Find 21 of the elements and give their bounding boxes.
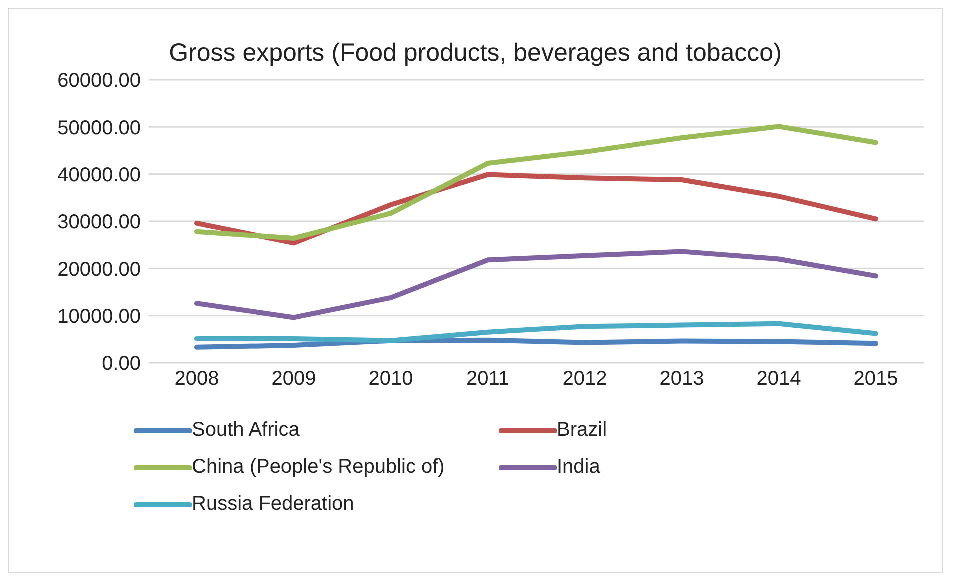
y-tick-label: 0.00: [102, 353, 141, 376]
y-tick-label: 60000.00: [58, 70, 141, 92]
y-tick-label: 10000.00: [58, 306, 141, 328]
y-tick-label: 30000.00: [58, 212, 141, 234]
legend-label: Brazil: [557, 419, 608, 442]
x-tick-label: 2008: [174, 368, 220, 390]
x-tick-label: 2011: [466, 368, 510, 390]
legend-label: Russia Federation: [192, 493, 354, 516]
x-tick-label: 2009: [272, 368, 316, 390]
y-tick-label: 20000.00: [58, 258, 141, 281]
x-tick-label: 2013: [660, 368, 704, 390]
chart-title: Gross exports (Food products, beverages and tobacco): [168, 39, 783, 68]
legend-label: India: [557, 456, 600, 479]
x-tick-label: 2010: [368, 368, 414, 390]
x-tick-label: 2012: [562, 368, 608, 390]
legend-label: China (People's Republic of): [192, 456, 445, 479]
y-tick-label: 50000.00: [58, 117, 141, 140]
x-tick-label: 2015: [854, 368, 898, 390]
legend-label: South Africa: [192, 419, 300, 442]
y-tick-label: 40000.00: [58, 164, 141, 186]
x-tick-label: 2014: [756, 368, 802, 390]
